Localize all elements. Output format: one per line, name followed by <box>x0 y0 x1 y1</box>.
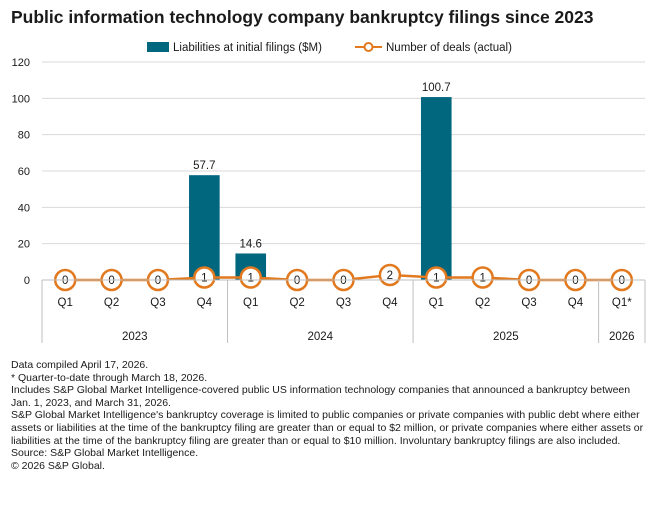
legend-bar-swatch <box>147 42 169 52</box>
footnote-line: Source: S&P Global Market Intelligence. <box>11 447 199 460</box>
y-tick-label: 100 <box>12 93 30 105</box>
deal-count-label: 1 <box>479 273 485 285</box>
deals-line: 0 0 0 1 1 0 0 2 1 1 0 0 0 <box>53 263 634 292</box>
deal-count-label: 0 <box>62 275 68 287</box>
x-group-label: 2026 <box>609 331 635 343</box>
footnote-line: S&P Global Market Intelligence's bankrup… <box>11 409 644 447</box>
deal-count-label: 0 <box>526 275 532 287</box>
bar-value-label: 100.7 <box>422 82 451 94</box>
deal-count-label: 1 <box>433 273 439 285</box>
deal-count-label: 0 <box>619 275 625 287</box>
bar <box>420 97 452 280</box>
x-tick-label: Q3 <box>336 297 351 309</box>
y-tick-label: 40 <box>18 202 30 214</box>
bar-value-label: 14.6 <box>240 238 262 250</box>
x-tick-label: Q1 <box>429 297 444 309</box>
chart-title: Public information technology company ba… <box>11 7 594 27</box>
y-tick-label: 80 <box>18 130 30 142</box>
x-tick-label: Q4 <box>197 297 213 309</box>
deal-count-label: 0 <box>294 275 300 287</box>
y-tick-label: 120 <box>12 57 30 69</box>
deal-marker <box>471 266 494 289</box>
x-group-label: 2025 <box>493 331 519 343</box>
x-group-label: 2023 <box>122 331 148 343</box>
deal-count-label: 0 <box>572 275 578 287</box>
bars <box>189 97 452 280</box>
legend-bar-label: Liabilities at initial filings ($M) <box>173 42 322 54</box>
x-group-label: 2024 <box>308 331 334 343</box>
footnote-line: © 2026 S&P Global. <box>11 459 105 472</box>
x-tick-label: Q4 <box>568 297 584 309</box>
x-tick-label: Q1 <box>243 297 258 309</box>
x-tick-label: Q4 <box>382 297 398 309</box>
x-tick-label: Q2 <box>104 297 119 309</box>
deal-count-label: 0 <box>108 275 114 287</box>
footnote-line: Data compiled April 17, 2026. <box>11 359 149 371</box>
y-axis: 0 20 40 60 80 100 120 <box>12 57 30 287</box>
x-tick-label: Q1* <box>612 297 632 309</box>
legend: Liabilities at initial filings ($M) Numbe… <box>147 42 512 54</box>
y-tick-label: 20 <box>18 239 30 251</box>
footnotes: Data compiled April 17, 2026. * Quarter-t… <box>11 359 651 472</box>
deal-marker <box>425 266 448 289</box>
footnote-line: * Quarter-to-date through March 18, 2026… <box>11 371 208 384</box>
x-tick-label: Q3 <box>521 297 536 309</box>
x-tick-label: Q3 <box>150 297 165 309</box>
deal-count-label: 2 <box>387 270 393 282</box>
deal-count-label: 0 <box>340 275 346 287</box>
legend-line-marker <box>363 42 374 52</box>
x-tick-label: Q1 <box>58 297 73 309</box>
x-axis: Q1 Q2 Q3 Q4 Q1 Q2 Q3 Q4 Q1 Q2 Q3 Q4 Q1* 2023 2024 2025 2… <box>41 279 646 343</box>
x-tick-label: Q2 <box>475 297 490 309</box>
deal-count-label: 0 <box>155 275 161 287</box>
deal-count-label: 1 <box>201 273 207 285</box>
legend-line-label: Number of deals (actual) <box>386 42 512 54</box>
x-tick-label: Q2 <box>289 297 304 309</box>
bar <box>189 175 220 280</box>
y-tick-label: 0 <box>24 275 30 287</box>
footnote-line: Includes S&P Global Market Intelligence-… <box>11 384 631 409</box>
bar-value-label: 57.7 <box>193 160 215 172</box>
deal-count-label: 1 <box>248 273 254 285</box>
bar-labels: 57.7 14.6 100.7 <box>193 82 451 250</box>
chart-svg: Liabilities at initial filings ($M) Numbe… <box>12 42 646 343</box>
deal-marker <box>193 266 216 289</box>
deal-marker <box>239 266 262 289</box>
gridlines <box>42 61 645 245</box>
y-tick-label: 60 <box>18 166 30 178</box>
